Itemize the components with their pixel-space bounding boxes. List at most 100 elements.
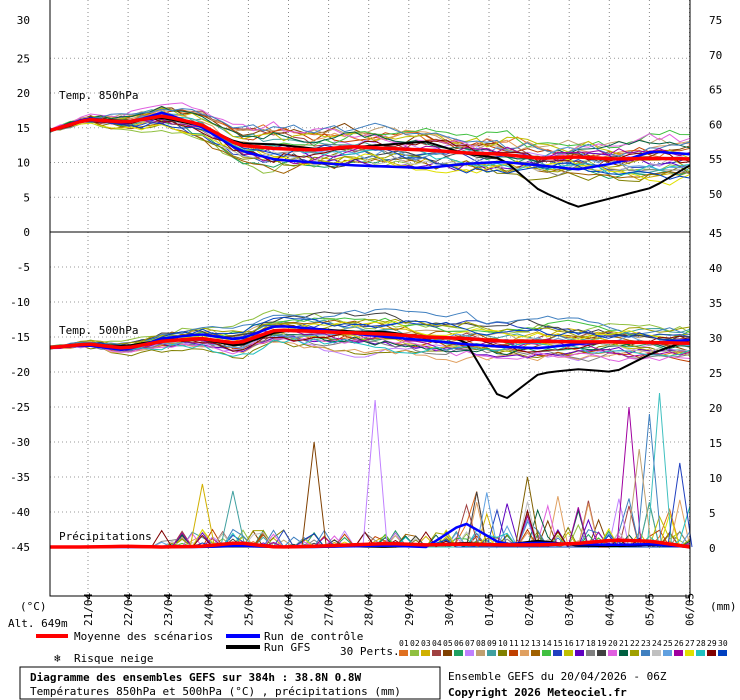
pert-number-label: 03 [421,639,431,648]
pert-color-swatch [718,650,727,656]
date-label: 06/05 [684,593,697,626]
pert-number-label: 25 [663,639,673,648]
left-tick-label: 0 [23,226,30,239]
pert-number-label: 10 [498,639,508,648]
left-tick-label: -5 [17,261,30,274]
axis-layer [49,0,691,602]
precip-mean-line [50,538,691,549]
date-label: 30/04 [443,593,456,626]
run-info-label: Ensemble GEFS du 20/04/2026 - 06Z [448,670,667,683]
left-tick-label: -20 [10,366,30,379]
pert-color-swatch [619,650,628,656]
precip-peak-line [453,503,480,548]
pert-color-swatch [509,650,518,656]
precip-peak-line [362,399,388,548]
left-tick-label: -15 [10,331,30,344]
label-layer: 21/04 22/04 23/04 24/04 25/04 26/04 27/04 28/04… [8,14,737,700]
t850-panel-label: Temp. 850hPa [59,89,138,102]
right-tick-label: 10 [709,472,722,485]
pert-color-swatch [421,650,430,656]
t500-pert-line [49,340,691,364]
date-label: 21/04 [82,593,95,626]
pert-number-label: 07 [465,639,475,648]
left-tick-label: -30 [10,436,30,449]
right-tick-label: 25 [709,367,722,380]
left-tick-label: 30 [17,14,30,27]
pert-number-label: 20 [608,639,618,648]
copyright-label: Copyright 2026 Meteociel.fr [448,686,627,699]
pert-number-label: 11 [509,639,519,648]
legend-mean-label: Moyenne des scénarios [74,630,213,643]
pert-number-label: 30 [718,639,728,648]
right-tick-label: 35 [709,297,722,310]
date-label: 04/05 [603,593,616,626]
pert-number-label: 28 [696,639,706,648]
pert-number-label: 29 [707,639,717,648]
t850-pert-line [49,108,691,157]
pert-number-label: 13 [531,639,541,648]
pert-color-swatch [597,650,606,656]
pert-color-swatch [542,650,551,656]
left-tick-label: 25 [17,52,30,65]
pert-number-label: 08 [476,639,486,648]
t500-pert-line [49,308,691,349]
right-tick-label: 65 [709,84,722,97]
pert-number-label: 12 [520,639,530,648]
t500-pert-line [49,335,691,362]
t850-control-line [49,111,691,171]
t850-pert-line [49,107,691,160]
pert-color-swatch [630,650,639,656]
pert-number-label: 21 [619,639,629,648]
pert-number-label: 02 [410,639,420,648]
pert-number-label: 01 [399,639,409,648]
chart-title: Diagramme des ensembles GEFS sur 384h : … [30,671,362,684]
legend-snow-label: Risque neige [74,652,153,665]
right-tick-label: 15 [709,437,722,450]
date-label: 24/04 [202,593,215,626]
pert-number-label: 15 [553,639,563,648]
pert-number-label: 19 [597,639,607,648]
date-label: 27/04 [323,593,336,626]
right-tick-label: 60 [709,118,722,131]
left-tick-label: 5 [23,191,30,204]
legend-control-label: Run de contrôle [264,630,363,643]
pert-number-label: 14 [542,639,552,648]
pert-number-label: 04 [432,639,442,648]
pert-number-label: 16 [564,639,574,648]
bottom-panel-frame [49,231,691,597]
right-tick-label: 40 [709,262,722,275]
precip-peak-line [616,406,642,548]
left-tick-label: -10 [10,296,30,309]
pert-color-swatch [465,650,474,656]
t850-pert-line [49,119,691,183]
pert-color-swatch [454,650,463,656]
pert-color-swatch [432,650,441,656]
pert-color-swatch [399,650,408,656]
pert-color-swatch [586,650,595,656]
series-layer [49,102,693,549]
pert-color-swatch [498,650,507,656]
snow-icon: ❄ [54,652,61,665]
left-tick-label: -25 [10,401,30,414]
date-label: 23/04 [162,593,175,626]
precip-peak-line [646,392,673,548]
t500-pert-line [49,316,691,348]
right-tick-label: 5 [709,507,716,520]
t850-pert-line [49,122,691,186]
pert-color-swatch [564,650,573,656]
pert-color-swatch [410,650,419,656]
pert-number-label: 06 [454,639,464,648]
t850-pert-line [49,109,691,158]
precip-peak-line [667,462,693,548]
pert-color-swatch [663,650,672,656]
pert-color-swatch [520,650,529,656]
precip-peak-line [301,441,327,548]
pert-number-label: 18 [586,639,596,648]
legend-gfs-label: Run GFS [264,641,310,654]
pert-number-label: 17 [575,639,585,648]
date-label: 01/05 [483,593,496,626]
pert-color-swatch [674,650,683,656]
t850-pert-line [49,106,691,163]
pert-color-swatch [696,650,705,656]
